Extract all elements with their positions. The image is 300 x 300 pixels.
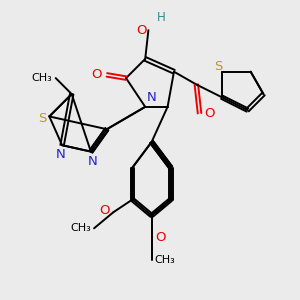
Text: O: O xyxy=(100,204,110,217)
Text: S: S xyxy=(38,112,46,124)
Text: O: O xyxy=(136,24,147,37)
Text: H: H xyxy=(156,11,165,24)
Text: N: N xyxy=(56,148,65,161)
Text: S: S xyxy=(214,60,223,74)
Text: O: O xyxy=(155,231,165,244)
Text: N: N xyxy=(147,91,157,104)
Text: CH₃: CH₃ xyxy=(70,223,91,233)
Text: O: O xyxy=(204,107,215,120)
Text: O: O xyxy=(92,68,102,81)
Text: N: N xyxy=(88,155,97,168)
Text: CH₃: CH₃ xyxy=(155,255,176,265)
Text: CH₃: CH₃ xyxy=(32,73,52,83)
